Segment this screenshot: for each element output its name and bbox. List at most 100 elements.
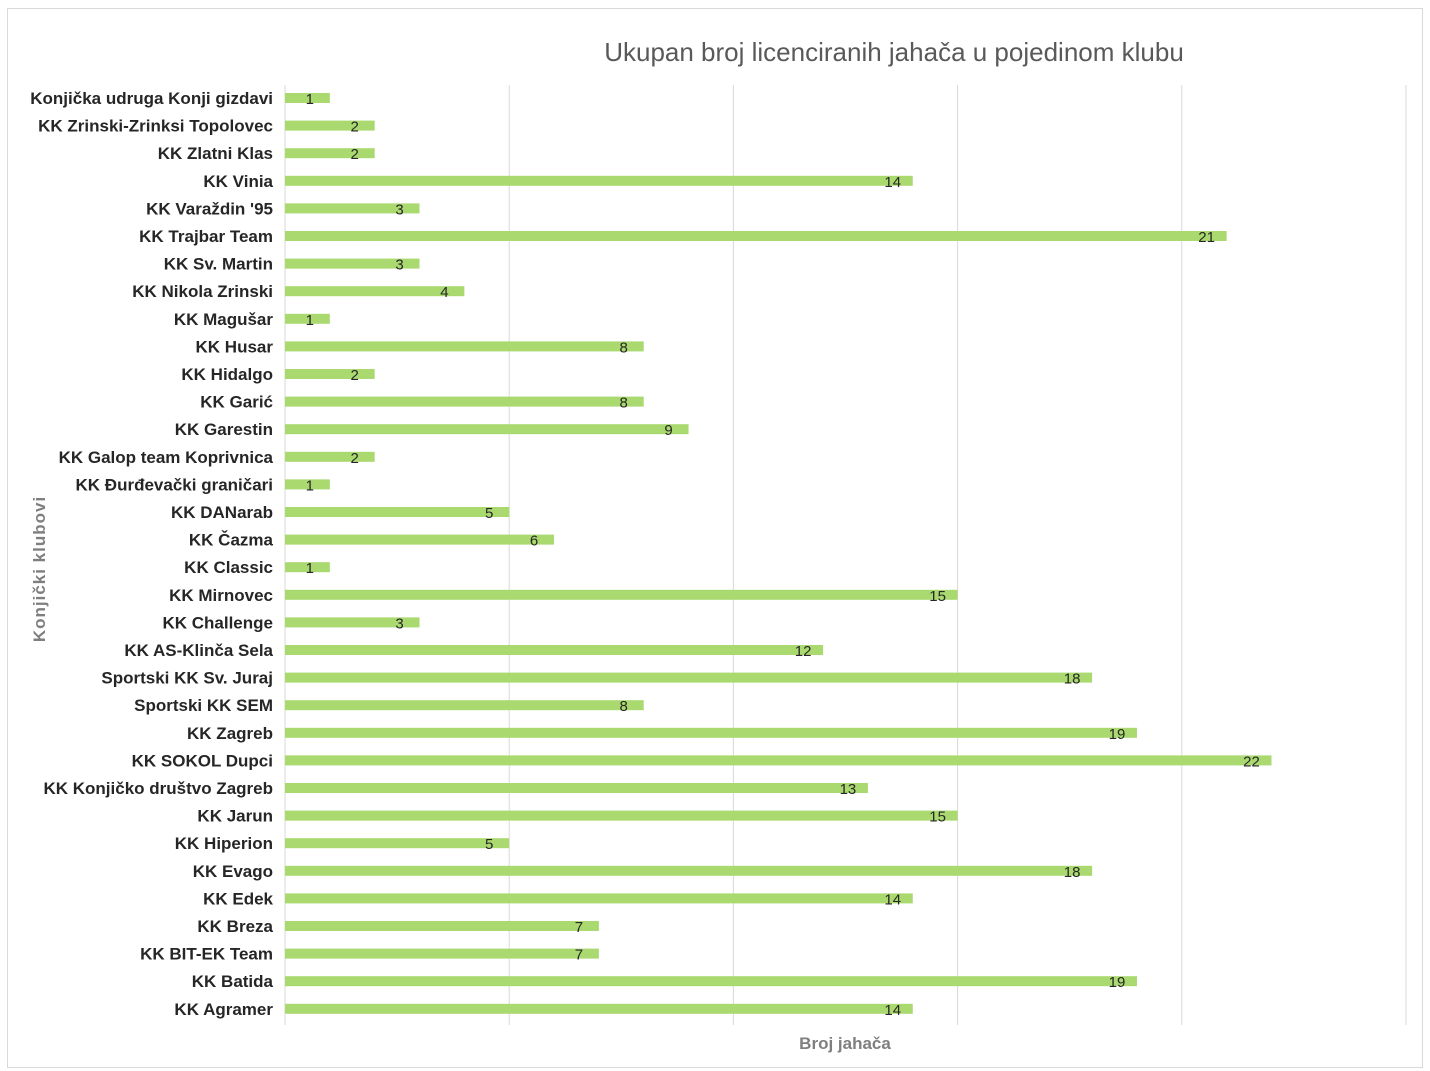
category-label: KK Mirnovec <box>169 586 273 605</box>
category-label: KK Zagreb <box>187 724 273 743</box>
category-label: KK Zrinski-Zrinksi Topolovec <box>38 117 273 136</box>
category-label: KK DANarab <box>171 503 273 522</box>
bar <box>285 589 958 600</box>
category-labels: Konjička udruga Konji gizdavi KK Zrinski-… <box>30 89 273 1019</box>
bar <box>285 534 555 545</box>
category-label: KK Vinia <box>203 172 273 191</box>
data-label: 15 <box>929 588 946 605</box>
bar <box>285 893 913 904</box>
x-axis-title: Broj jahača <box>799 1034 891 1053</box>
data-label: 14 <box>884 1002 901 1019</box>
bar <box>285 231 1227 241</box>
bar <box>285 645 824 655</box>
bar <box>285 148 375 159</box>
bar <box>285 424 689 435</box>
data-label: 8 <box>620 698 628 715</box>
bar <box>285 451 375 462</box>
category-label: KK Đurđevački graničari <box>76 475 273 494</box>
bar <box>285 700 644 711</box>
data-label: 12 <box>795 643 812 660</box>
category-label: Sportski KK SEM <box>134 696 273 715</box>
category-label: KK Jarun <box>197 807 273 826</box>
data-label: 2 <box>351 450 359 467</box>
category-label: KK AS-Klinča Sela <box>124 641 273 660</box>
bar <box>285 258 420 269</box>
y-axis-title: Konjički klubovi <box>30 496 49 642</box>
data-label: 5 <box>485 505 493 522</box>
bar <box>285 175 913 186</box>
category-label: KK Varaždin '95 <box>146 199 273 218</box>
bar <box>285 617 420 628</box>
category-label: KK Sv. Martin <box>164 255 273 274</box>
data-label: 22 <box>1243 753 1260 770</box>
data-label: 14 <box>884 891 901 908</box>
data-label: 2 <box>351 146 359 163</box>
category-label: Sportski KK Sv. Juraj <box>101 669 273 688</box>
bar <box>285 865 1093 876</box>
bar <box>285 810 958 821</box>
category-label: KK Hidalgo <box>181 365 273 384</box>
data-label: 18 <box>1064 671 1081 688</box>
category-label: KK Magušar <box>174 310 274 329</box>
bar <box>285 479 330 490</box>
bar <box>285 507 510 517</box>
data-label: 4 <box>440 284 448 301</box>
bar <box>285 921 599 931</box>
category-label: KK Evago <box>193 862 273 881</box>
category-label: KK Garić <box>200 393 273 412</box>
data-label: 21 <box>1198 229 1215 246</box>
bar <box>285 562 330 573</box>
data-label: 3 <box>395 615 403 632</box>
category-label: KK Classic <box>184 558 273 577</box>
bar <box>285 672 1093 683</box>
data-label: 1 <box>306 312 314 329</box>
data-label: 19 <box>1109 726 1126 743</box>
data-label: 1 <box>306 560 314 577</box>
data-label: 14 <box>884 174 901 191</box>
category-label: KK Konjičko društvo Zagreb <box>43 779 273 798</box>
category-label: KK Galop team Koprivnica <box>59 448 274 467</box>
category-label: KK Trajbar Team <box>139 227 273 246</box>
data-label: 5 <box>485 836 493 853</box>
chart-title: Ukupan broj licenciranih jahača u pojedi… <box>604 37 1184 67</box>
bar <box>285 120 375 131</box>
data-label: 7 <box>575 919 583 936</box>
data-label: 15 <box>929 809 946 826</box>
bar <box>285 838 510 849</box>
category-label: KK Challenge <box>162 613 273 632</box>
data-labels: 1221432134182892156115312188192213155181… <box>306 91 1260 1019</box>
bar <box>285 1003 913 1014</box>
data-label: 13 <box>840 781 857 798</box>
category-label: KK Nikola Zrinski <box>132 282 273 301</box>
category-label: KK Husar <box>196 337 274 356</box>
category-label: KK Garestin <box>175 420 273 439</box>
category-label: Konjička udruga Konji gizdavi <box>30 89 273 108</box>
category-label: KK SOKOL Dupci <box>132 751 273 770</box>
data-label: 2 <box>351 119 359 136</box>
bar <box>285 727 1137 738</box>
bars <box>285 93 1272 1014</box>
bar <box>285 396 644 407</box>
data-label: 3 <box>395 201 403 218</box>
category-label: KK Breza <box>197 917 273 936</box>
category-label: KK Hiperion <box>175 834 273 853</box>
data-label: 6 <box>530 533 538 550</box>
data-label: 7 <box>575 947 583 964</box>
bar <box>285 948 599 959</box>
category-label: KK Agramer <box>174 1000 273 1019</box>
gridlines <box>284 85 1407 1025</box>
chart-frame: Ukupan broj licenciranih jahača u pojedi… <box>7 8 1423 1068</box>
bar <box>285 755 1272 766</box>
data-label: 2 <box>351 367 359 384</box>
bar <box>285 976 1137 987</box>
bar <box>285 783 868 793</box>
category-label: KK Batida <box>192 972 274 991</box>
bar <box>285 203 420 214</box>
data-label: 3 <box>395 257 403 274</box>
data-label: 18 <box>1064 864 1081 881</box>
bar <box>285 286 465 297</box>
data-label: 9 <box>664 422 672 439</box>
bar-chart: Ukupan broj licenciranih jahača u pojedi… <box>30 37 1407 1053</box>
bar <box>285 369 375 379</box>
data-label: 19 <box>1109 974 1126 991</box>
